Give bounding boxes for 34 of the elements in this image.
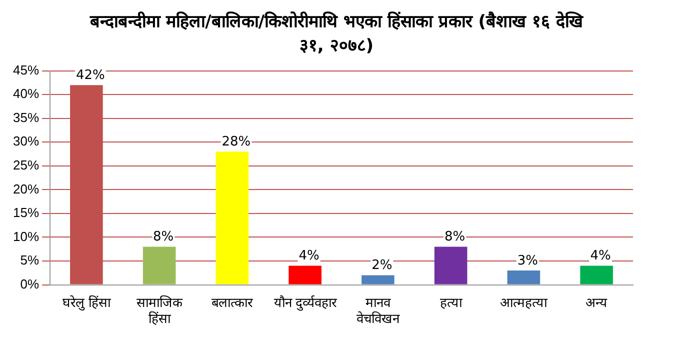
y-tick-label: 45% bbox=[12, 62, 40, 78]
data-label: 2% bbox=[372, 258, 392, 274]
x-tick-label: सामाजिक हिंसा bbox=[136, 295, 184, 326]
x-tick-label: अन्य bbox=[586, 295, 608, 310]
y-tick-label: 35% bbox=[12, 110, 40, 125]
x-tick-label: मानव वेचविखन bbox=[356, 295, 400, 326]
y-tick-label: 40% bbox=[12, 86, 40, 102]
chart-title: बन्दाबन्दीमा महिला/बालिका/किशोरीमाथि भएका हिंसाका प्रकार (बैशाख १६ देखि ३१, २०७८) bbox=[88, 10, 584, 58]
y-tick-label: 20% bbox=[12, 181, 40, 196]
data-label: 4% bbox=[590, 248, 611, 264]
x-tick-label: घरेलु हिंसा bbox=[62, 295, 112, 312]
x-tick-label: आत्महत्या bbox=[500, 295, 548, 310]
bar bbox=[580, 266, 613, 284]
y-tick-label: 0% bbox=[20, 276, 40, 292]
bar bbox=[288, 266, 322, 284]
y-tick-label: 30% bbox=[12, 134, 40, 149]
bar bbox=[507, 270, 540, 284]
data-label: 3% bbox=[517, 253, 538, 268]
data-label: 8% bbox=[153, 230, 174, 245]
y-tick-label: 15% bbox=[12, 205, 40, 220]
bar bbox=[142, 246, 176, 284]
x-tick-label: हत्या bbox=[440, 295, 463, 310]
data-label: 42% bbox=[76, 68, 105, 83]
bar bbox=[216, 152, 249, 284]
bar bbox=[362, 275, 394, 284]
data-label: 8% bbox=[444, 230, 466, 245]
y-tick-label: 5% bbox=[20, 252, 40, 268]
data-label: 28% bbox=[222, 134, 251, 150]
y-tick-label: 10% bbox=[12, 228, 40, 244]
x-tick-label: बलात्कार bbox=[212, 295, 254, 310]
x-tick-label: यौन दुर्व्यवहार bbox=[274, 295, 338, 312]
data-label: 4% bbox=[298, 248, 320, 264]
y-tick-label: 25% bbox=[12, 157, 40, 172]
bar bbox=[434, 246, 468, 284]
